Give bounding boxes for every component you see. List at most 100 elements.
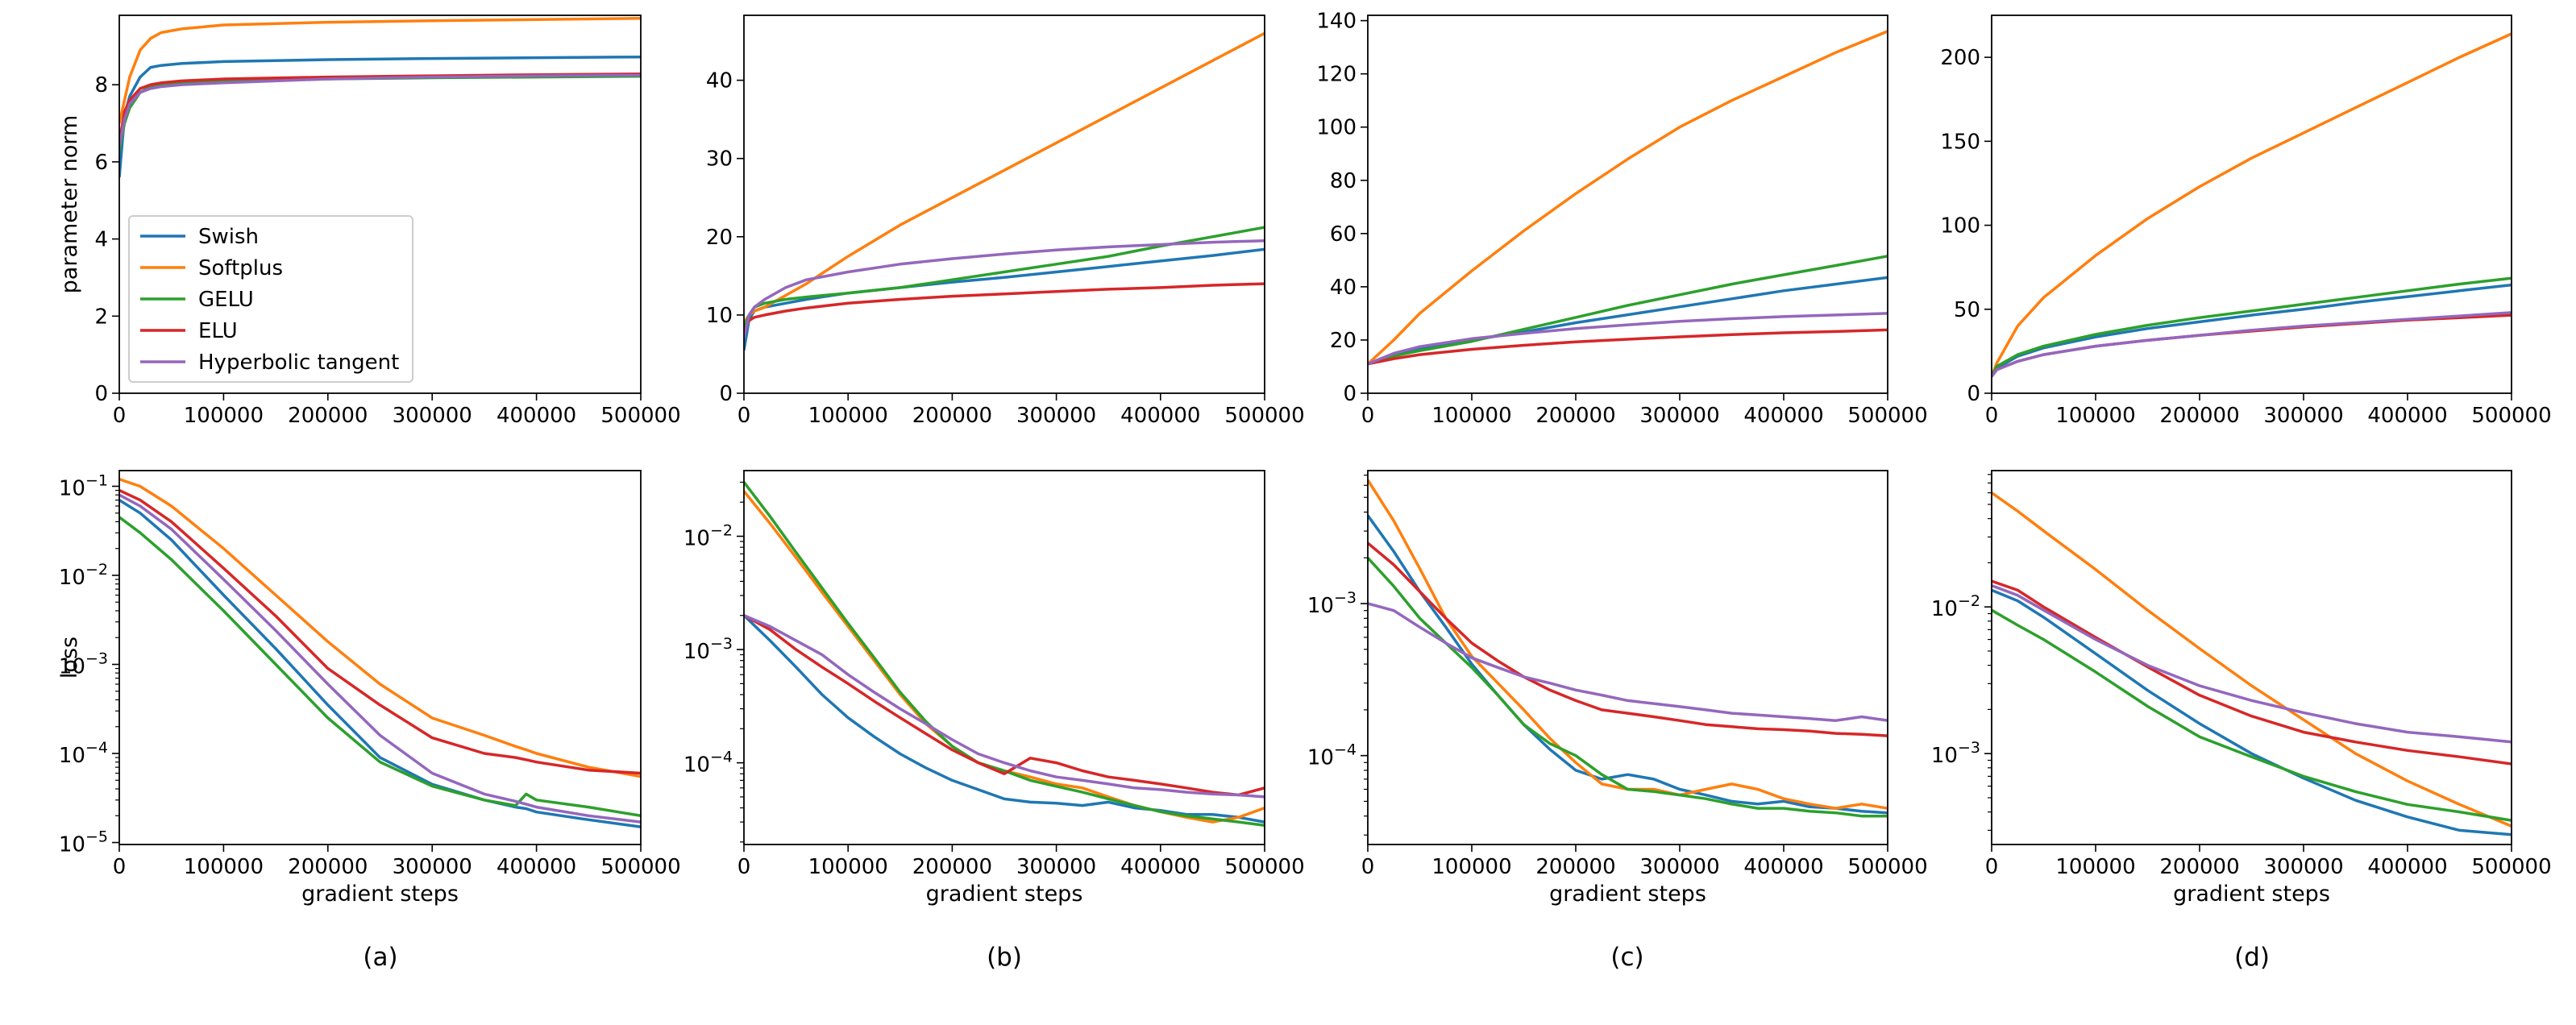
y-tick-label: 50 <box>1954 298 1980 322</box>
y-tick-label: 10−2 <box>683 521 733 550</box>
series-elu-a-bottom <box>119 488 641 775</box>
series-softplus-b-top <box>744 31 1265 324</box>
y-tick-label: 0 <box>1343 382 1357 406</box>
x-tick-label: 500000 <box>1224 404 1304 428</box>
x-tick-label: 400000 <box>2367 404 2447 428</box>
x-tick-label: 300000 <box>2263 855 2343 879</box>
x-tick-label: 200000 <box>1535 855 1615 879</box>
series-gelu-b-bottom <box>744 481 1265 828</box>
x-tick-label: 300000 <box>1016 855 1096 879</box>
series-elu-b-top <box>744 282 1265 332</box>
x-tick-label: 0 <box>737 855 751 879</box>
y-tick-label: 10−3 <box>59 649 108 678</box>
x-tick-label: 200000 <box>2159 404 2239 428</box>
legend: Swish Softplus GELU ELU Hyperbolic tange… <box>128 215 413 383</box>
x-tick-label: 0 <box>1985 404 1999 428</box>
x-tick-label: 500000 <box>2471 855 2551 879</box>
x-tick-label: 300000 <box>2263 404 2343 428</box>
x-tick-label: 100000 <box>1431 404 1511 428</box>
x-tick-label: 0 <box>737 404 751 428</box>
series-gelu-c-top <box>1368 255 1888 366</box>
plot-frame <box>743 470 1265 845</box>
x-tick-label: 400000 <box>1120 855 1200 879</box>
y-tick-label: 10−4 <box>59 739 108 768</box>
series-gelu-d-bottom <box>1992 608 2512 822</box>
x-tick-label: 500000 <box>1847 855 1927 879</box>
x-tick-label: 100000 <box>184 855 264 879</box>
plot-frame <box>1367 470 1888 845</box>
legend-label-swish: Swish <box>198 225 259 249</box>
y-tick-label: 150 <box>1940 130 1980 154</box>
y-tick-label: 40 <box>706 69 733 93</box>
series-swish-a-bottom <box>119 499 641 828</box>
x-tick-label: 100000 <box>1431 855 1511 879</box>
legend-frame <box>128 215 413 383</box>
x-tick-label: 500000 <box>2471 404 2551 428</box>
x-tick-label: 100000 <box>808 855 888 879</box>
legend-label-gelu: GELU <box>198 288 254 312</box>
y-tick-label: 120 <box>1316 63 1357 87</box>
series-gelu-d-top <box>1992 276 2512 377</box>
x-tick-label: 300000 <box>1016 404 1096 428</box>
x-tick-label: 200000 <box>1535 404 1615 428</box>
x-tick-label: 0 <box>1361 855 1375 879</box>
x-tick-label: 200000 <box>912 855 992 879</box>
y-tick-label: 10−5 <box>59 828 108 857</box>
x-tick-label: 500000 <box>600 855 680 879</box>
panel-b-bottom: 0 100000 200000 300000 400000 500000 10−4 10−3 1… <box>683 470 1305 907</box>
series-hyperbolic-tangent-c-top <box>1368 312 1888 366</box>
series-hyperbolic-tangent-d-bottom <box>1992 583 2512 744</box>
series-elu-d-bottom <box>1992 579 2512 766</box>
y-tick-label: 10−2 <box>59 561 108 590</box>
x-tick-label: 100000 <box>2055 855 2135 879</box>
caption-d: (d) <box>2234 943 2270 972</box>
y-tick-label: 140 <box>1316 10 1357 34</box>
y-tick-label: 6 <box>94 151 108 175</box>
x-tick-label: 500000 <box>1847 404 1927 428</box>
x-tick-label: 300000 <box>393 855 472 879</box>
y-tick-label: 30 <box>706 147 733 172</box>
y-tick-label: 40 <box>1330 276 1357 300</box>
x-tick-label: 300000 <box>1639 855 1719 879</box>
x-axis-label: gradient steps <box>301 882 459 907</box>
x-axis-label: gradient steps <box>2173 882 2330 907</box>
plot-frame <box>1991 15 2512 394</box>
y-tick-label: 10−1 <box>59 471 108 500</box>
plot-frame <box>743 15 1265 394</box>
panel-a-bottom: 0 100000 200000 300000 400000 500000 10−5 10−4 1… <box>57 470 681 907</box>
x-tick-label: 300000 <box>393 404 472 428</box>
y-tick-label: 60 <box>1330 222 1357 247</box>
series-hyperbolic-tangent-c-bottom <box>1368 602 1888 722</box>
y-tick-label: 10−4 <box>1307 741 1357 770</box>
series-softplus-a-top <box>119 17 641 124</box>
x-tick-label: 400000 <box>2367 855 2447 879</box>
y-tick-label: 10−4 <box>683 749 733 778</box>
series-hyperbolic-tangent-a-top <box>119 73 641 147</box>
x-tick-label: 200000 <box>288 855 368 879</box>
y-tick-label: 2 <box>94 305 108 329</box>
x-tick-label: 400000 <box>1120 404 1200 428</box>
plot-frame <box>1367 15 1888 394</box>
y-tick-label: 20 <box>1330 329 1357 353</box>
series-softplus-c-top <box>1368 30 1888 365</box>
captions: (a) (b) (c) (d) <box>363 943 2270 972</box>
panel-d-bottom: 0 100000 200000 300000 400000 500000 10−3 10−2 g… <box>1931 470 2552 907</box>
series-softplus-a-bottom <box>119 478 641 778</box>
y-axis-label: parameter norm <box>57 115 82 294</box>
panel-d-top: 0 100000 200000 300000 400000 500000 0 50 100 150… <box>1940 15 2552 428</box>
y-tick-label: 100 <box>1940 214 1980 239</box>
x-tick-label: 0 <box>1985 855 1999 879</box>
series-softplus-d-top <box>1992 32 2512 377</box>
x-tick-label: 200000 <box>288 404 368 428</box>
series-elu-c-top <box>1368 328 1888 366</box>
plot-frame <box>1991 470 2512 845</box>
y-tick-label: 10 <box>706 304 733 328</box>
x-tick-label: 100000 <box>808 404 888 428</box>
y-tick-label: 80 <box>1330 169 1357 193</box>
series-elu-c-bottom <box>1368 542 1888 737</box>
y-tick-label: 0 <box>719 382 733 406</box>
y-tick-label: 10−3 <box>683 635 733 664</box>
panel-a-top: 0 100000 200000 300000 400000 500000 0 2 4 6 8 para… <box>57 15 681 428</box>
series-softplus-d-bottom <box>1992 492 2512 828</box>
panels: 0 100000 200000 300000 400000 50000002468para… <box>57 10 2552 907</box>
